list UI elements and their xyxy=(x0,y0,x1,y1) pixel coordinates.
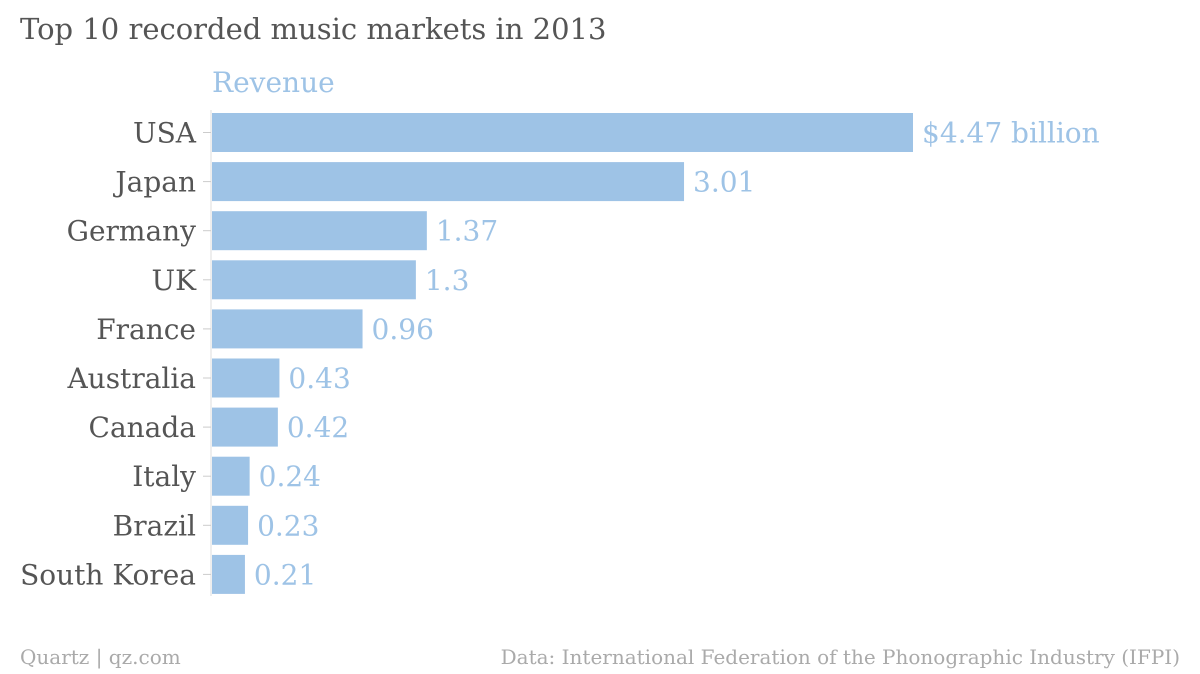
bars-group: USA $4.47 billion Japan 3.01 Germany 1.37 UK 1.… xyxy=(20,113,1100,594)
chart-title: Top 10 recorded music markets in 2013 xyxy=(20,12,607,46)
value-label-brazil: 0.23 xyxy=(257,509,319,542)
value-label-australia: 0.43 xyxy=(288,362,350,395)
value-label-italy: 0.24 xyxy=(259,460,321,493)
series-label: Revenue xyxy=(212,66,335,99)
category-label-italy: Italy xyxy=(132,460,196,493)
value-label-germany: 1.37 xyxy=(436,215,498,248)
category-label-australia: Australia xyxy=(66,362,196,395)
bar-italy xyxy=(212,456,250,496)
bar-japan xyxy=(212,162,685,202)
category-label-france: France xyxy=(96,313,196,346)
category-label-japan: Japan xyxy=(112,166,196,199)
value-label-japan: 3.01 xyxy=(693,166,755,199)
category-label-canada: Canada xyxy=(89,411,196,444)
bar-france xyxy=(212,309,363,349)
value-label-france: 0.96 xyxy=(372,313,434,346)
value-label-usa: $4.47 billion xyxy=(922,117,1100,150)
category-label-usa: USA xyxy=(133,117,197,150)
bar-uk xyxy=(212,260,416,300)
bar-south-korea xyxy=(212,554,245,594)
footer-source-right: Data: International Federation of the Ph… xyxy=(500,645,1180,669)
category-label-uk: UK xyxy=(151,264,197,297)
value-label-canada: 0.42 xyxy=(287,411,349,444)
category-label-brazil: Brazil xyxy=(113,509,196,542)
category-label-south-korea: South Korea xyxy=(20,558,196,591)
value-label-uk: 1.3 xyxy=(425,264,470,297)
bar-brazil xyxy=(212,505,249,545)
value-label-south-korea: 0.21 xyxy=(254,558,316,591)
bar-canada xyxy=(212,407,278,447)
bar-usa xyxy=(212,113,913,152)
bar-australia xyxy=(212,358,280,398)
category-label-germany: Germany xyxy=(67,215,197,248)
footer-source-left: Quartz | qz.com xyxy=(20,645,181,669)
bar-germany xyxy=(212,211,427,251)
